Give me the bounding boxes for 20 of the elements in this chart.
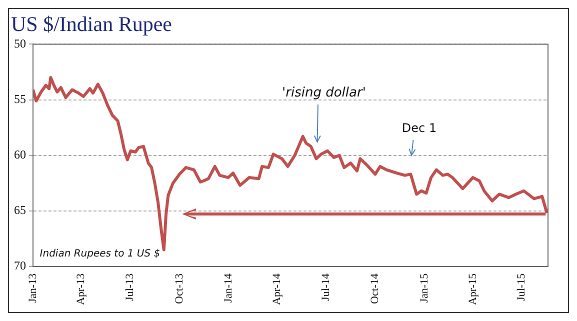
x-tick-label: Jan-15 xyxy=(418,272,431,303)
annotation: Dec 1 xyxy=(402,120,437,135)
x-tick-label: Oct-13 xyxy=(173,272,186,304)
y-tick-label: 50 xyxy=(14,36,26,50)
y-tick-label: 70 xyxy=(14,258,26,273)
y-tick-label: 65 xyxy=(14,203,26,218)
y-tick-label: 60 xyxy=(14,147,26,162)
y-tick-label: 55 xyxy=(14,92,26,106)
x-tick-label: Jul-15 xyxy=(516,272,528,301)
x-tick-label: Jul-14 xyxy=(320,272,332,301)
x-tick-label: Apr-15 xyxy=(466,272,479,306)
annotation: 'rising dollar' xyxy=(282,85,366,100)
x-tick-label: Jan-13 xyxy=(26,272,39,303)
x-tick-label: Oct-14 xyxy=(369,272,382,304)
annotation: Indian Rupees to 1 US $ xyxy=(40,248,160,260)
x-tick-label: Apr-14 xyxy=(270,272,283,306)
x-tick-label: Jul-13 xyxy=(124,272,136,301)
x-tick-label: Jan-14 xyxy=(222,272,235,303)
chart-title: US $/Indian Rupee xyxy=(11,12,172,36)
x-tick-label: Apr-13 xyxy=(75,272,88,306)
